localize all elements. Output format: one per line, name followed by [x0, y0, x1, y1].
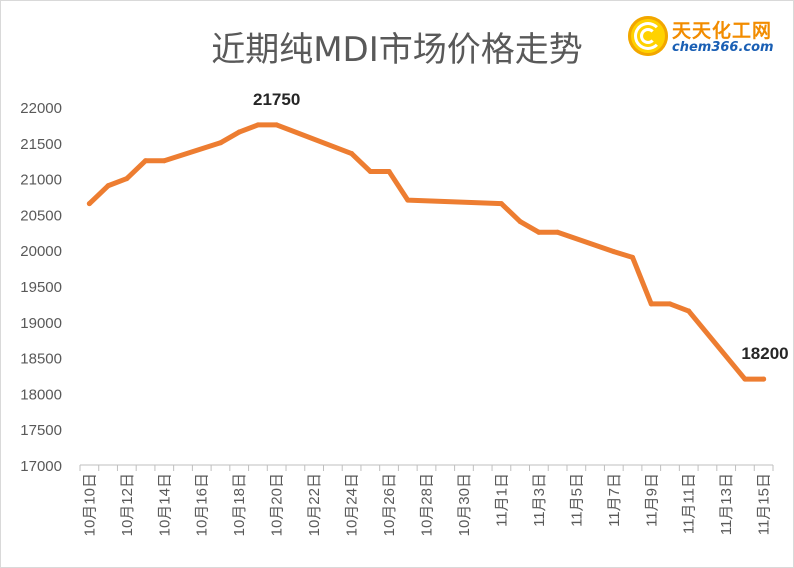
x-tick-label: 10月24日 — [344, 473, 361, 536]
data-point — [667, 301, 673, 307]
y-tick-label: 22000 — [20, 100, 62, 117]
x-tick-label: 10月12日 — [119, 473, 136, 536]
x-tick-label: 11月15日 — [756, 473, 773, 535]
data-point — [742, 376, 748, 382]
x-tick-label: 11月3日 — [531, 473, 548, 527]
y-tick-label: 18500 — [20, 351, 62, 368]
series-line — [86, 122, 767, 382]
logo-url: chem366.com — [672, 40, 774, 55]
x-tick-label: 11月1日 — [493, 473, 510, 527]
x-tick-label: 10月26日 — [381, 473, 398, 536]
data-point — [536, 229, 542, 235]
data-point — [161, 158, 167, 164]
y-tick-label: 20000 — [20, 243, 62, 260]
x-tick-label: 10月22日 — [306, 473, 323, 536]
x-tick-label: 10月14日 — [156, 473, 173, 536]
y-tick-label: 19500 — [20, 279, 62, 296]
x-tick-label: 10月10日 — [81, 473, 98, 536]
y-tick-label: 18000 — [20, 386, 62, 403]
x-tick-label: 10月18日 — [231, 473, 248, 536]
y-tick-label: 21500 — [20, 136, 62, 153]
x-tick-label: 11月11日 — [681, 473, 698, 534]
data-point — [517, 219, 523, 225]
data-point — [686, 308, 692, 314]
series — [86, 122, 767, 382]
y-tick-label: 20500 — [20, 207, 62, 224]
y-tick-label: 17500 — [20, 422, 62, 439]
y-axis: 17000 17500 18000 18500 19000 19500 20000 20500… — [20, 100, 62, 475]
data-point — [105, 183, 111, 189]
data-point — [236, 129, 242, 135]
x-tick-label: 11月13日 — [718, 473, 735, 535]
x-axis: 10月10日 10月12日 10月14日 10月16日 10月18日 10月20日 10月2… — [79, 464, 774, 536]
logo-mark-icon — [628, 16, 668, 56]
x-tick-label: 10月20日 — [269, 473, 286, 536]
x-tick-label: 10月30日 — [456, 473, 473, 536]
data-label: 18200 — [741, 344, 788, 363]
logo-name: 天天化工网 — [672, 20, 773, 42]
annotations: 21750 18200 — [253, 90, 789, 363]
data-label: 21750 — [253, 90, 300, 109]
data-point — [386, 168, 392, 174]
data-point — [255, 122, 261, 128]
data-point — [349, 151, 355, 157]
data-point — [124, 176, 130, 182]
data-point — [761, 376, 767, 382]
x-tick-label: 10月16日 — [194, 473, 211, 536]
data-point — [143, 158, 149, 164]
data-point — [555, 229, 561, 235]
y-tick-label: 19000 — [20, 315, 62, 332]
data-point — [648, 301, 654, 307]
y-tick-label: 17000 — [20, 458, 62, 475]
x-tick-label: 11月7日 — [606, 473, 623, 527]
data-point — [274, 122, 280, 128]
data-point — [217, 140, 223, 146]
logo: 天天化工网 chem366.com — [628, 14, 778, 60]
x-tick-label: 11月5日 — [568, 473, 585, 527]
data-point — [498, 201, 504, 207]
data-point — [630, 254, 636, 260]
x-tick-label: 11月9日 — [643, 473, 660, 527]
y-tick-label: 21000 — [20, 172, 62, 189]
data-point — [86, 201, 92, 207]
x-tick-label: 10月28日 — [419, 473, 436, 536]
data-point — [611, 249, 617, 255]
data-point — [367, 168, 373, 174]
chart-title: 近期纯MDI市场价格走势 — [211, 30, 583, 70]
data-point — [405, 197, 411, 203]
